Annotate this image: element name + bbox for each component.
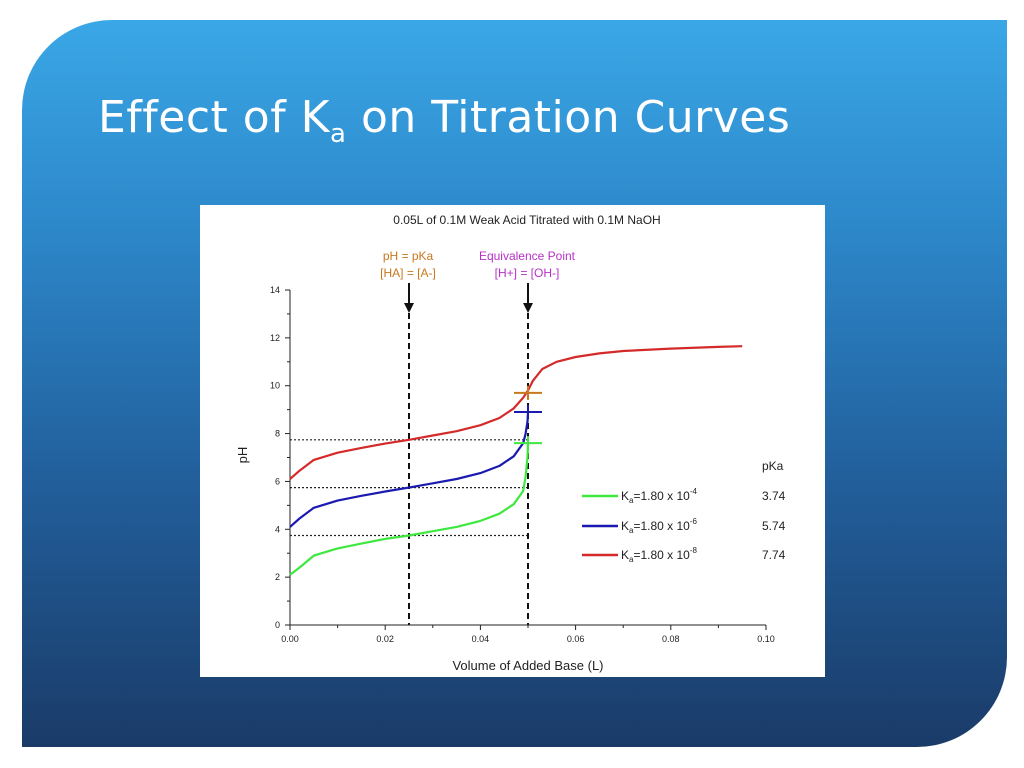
- x-tick-label: 0.06: [567, 634, 585, 644]
- legend-pka-3: 7.74: [762, 548, 786, 562]
- legend-header: pKa: [762, 459, 784, 473]
- legend-pka-2: 5.74: [762, 519, 786, 533]
- chart-panel: 0.05L of 0.1M Weak Acid Titrated with 0.…: [200, 205, 825, 677]
- halfeq-annotation-line2: [HA] = [A-]: [380, 266, 436, 280]
- y-axis-label: pH: [235, 447, 250, 464]
- titration-curve-3: [289, 345, 743, 480]
- halfeq-arrow-head: [404, 303, 414, 313]
- legend-label-1: Ka=1.80 x 10-4: [621, 487, 698, 505]
- halfeq-annotation-line1: pH = pKa: [383, 249, 434, 263]
- equivalence-annotation-line2: [H+] = [OH-]: [495, 266, 560, 280]
- legend-pka-1: 3.74: [762, 489, 786, 503]
- y-tick-label: 0: [275, 620, 280, 630]
- titration-curve-2: [289, 411, 530, 528]
- y-tick-label: 6: [275, 476, 280, 486]
- slide-title: Effect of Ka on Titration Curves: [98, 92, 791, 149]
- chart-title: 0.05L of 0.1M Weak Acid Titrated with 0.…: [393, 213, 660, 227]
- x-tick-label: 0.08: [662, 634, 680, 644]
- titration-chart: 0.05L of 0.1M Weak Acid Titrated with 0.…: [235, 213, 786, 673]
- y-tick-label: 4: [275, 524, 280, 534]
- equivalence-annotation-line1: Equivalence Point: [479, 249, 576, 263]
- titration-curve-1: [289, 443, 530, 576]
- equivalence-arrow-head: [523, 303, 533, 313]
- legend-label-3: Ka=1.80 x 10-8: [621, 546, 698, 564]
- x-tick-label: 0.04: [472, 634, 490, 644]
- x-axis-label: Volume of Added Base (L): [452, 658, 603, 673]
- x-tick-label: 0.10: [757, 634, 775, 644]
- y-tick-label: 8: [275, 429, 280, 439]
- y-tick-label: 12: [270, 333, 280, 343]
- legend-label-2: Ka=1.80 x 10-6: [621, 517, 698, 535]
- y-tick-label: 14: [270, 285, 280, 295]
- x-tick-label: 0.00: [281, 634, 299, 644]
- x-tick-label: 0.02: [376, 634, 394, 644]
- y-tick-label: 2: [275, 572, 280, 582]
- y-tick-label: 10: [270, 381, 280, 391]
- slide-background: Effect of Ka on Titration Curves 0.05L o…: [22, 20, 1007, 747]
